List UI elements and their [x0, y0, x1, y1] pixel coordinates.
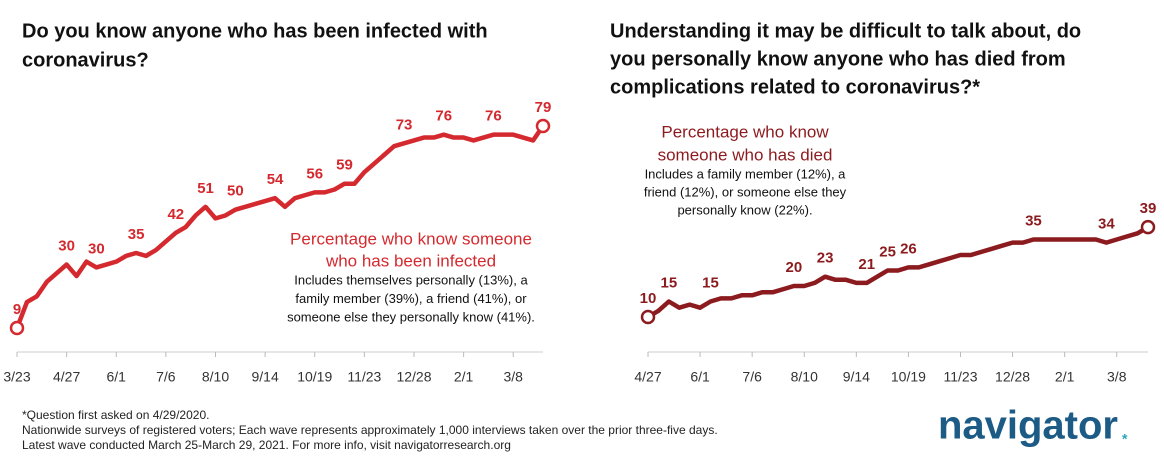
value-label: 51: [197, 180, 214, 197]
value-label: 76: [435, 108, 452, 125]
value-label: 73: [396, 116, 413, 133]
chart-title: Do you know anyone who has been infected…: [22, 20, 488, 42]
value-label: 26: [900, 240, 917, 257]
x-tick-label: 11/23: [347, 369, 381, 385]
value-label: 34: [1098, 216, 1115, 233]
x-tick-label: 4/27: [634, 369, 661, 385]
chart-title: coronavirus?: [22, 49, 149, 71]
x-tick-label: 3/23: [3, 369, 30, 385]
end-point: [535, 118, 551, 134]
value-label: 59: [336, 157, 353, 174]
value-label: 25: [879, 243, 896, 260]
x-tick-label: 3/8: [503, 369, 523, 385]
value-label: 42: [167, 206, 184, 223]
chart-title: Understanding it may be difficult to tal…: [610, 20, 1081, 42]
value-label: 21: [858, 256, 875, 273]
value-label: 79: [535, 99, 552, 116]
annotation-text: Includes themselves personally (13%), a: [294, 272, 528, 287]
value-label: 15: [660, 274, 677, 291]
value-label: 50: [227, 183, 244, 200]
x-tick-label: 2/1: [1055, 369, 1075, 385]
value-label: 35: [128, 226, 145, 243]
annotation-text: family member (39%), a friend (41%), or: [295, 291, 527, 306]
x-tick-label: 3/8: [1107, 369, 1127, 385]
x-tick-label: 4/27: [53, 369, 80, 385]
line: [646, 225, 1150, 319]
annotation-text: friend (12%), or someone else they: [644, 184, 847, 199]
value-label: 54: [267, 171, 284, 188]
logo-mark: *: [1122, 431, 1128, 447]
footnote: Latest wave conducted March 25-March 29,…: [22, 438, 511, 452]
annotation-text: Includes a family member (12%), a: [645, 166, 847, 181]
end-point: [640, 309, 656, 325]
annotation-title: someone who has died: [658, 145, 833, 164]
value-label: 10: [640, 290, 657, 307]
value-label: 15: [702, 274, 719, 291]
end-point: [9, 320, 25, 336]
x-tick-label: 7/6: [156, 369, 176, 385]
x-tick-label: 10/19: [891, 369, 926, 385]
value-label: 30: [58, 238, 75, 255]
x-tick-label: 2/1: [454, 369, 474, 385]
value-label: 30: [88, 240, 105, 257]
x-tick-label: 6/1: [107, 369, 127, 385]
annotation-title: Percentage who know: [661, 122, 829, 141]
line: [14, 124, 545, 329]
annotation-text: someone else they personally know (41%).: [287, 309, 535, 324]
x-tick-label: 7/6: [742, 369, 762, 385]
annotation-title: Percentage who know someone: [290, 229, 532, 248]
x-tick-label: 10/19: [297, 369, 332, 385]
x-tick-label: 9/14: [251, 369, 278, 385]
value-label: 35: [1025, 212, 1042, 229]
x-tick-label: 11/23: [944, 369, 978, 385]
value-label: 39: [1140, 200, 1157, 217]
x-tick-label: 12/28: [396, 369, 431, 385]
x-tick-label: 9/14: [843, 369, 870, 385]
footnote: *Question first asked on 4/29/2020.: [22, 408, 209, 422]
value-label: 76: [485, 108, 502, 125]
chart-title: you personally know anyone who has died …: [610, 48, 1066, 70]
value-label: 23: [817, 250, 834, 267]
annotation-text: personally know (22%).: [677, 202, 812, 217]
end-point: [1140, 219, 1156, 235]
footnote: Nationwide surveys of registered voters;…: [22, 423, 718, 437]
value-label: 9: [13, 301, 21, 318]
value-label: 56: [306, 165, 323, 182]
value-label: 20: [785, 259, 802, 276]
chart-title: complications related to coronavirus?*: [610, 76, 980, 98]
x-tick-label: 8/10: [202, 369, 229, 385]
annotation-title: who has been infected: [325, 251, 496, 270]
x-tick-label: 6/1: [690, 369, 710, 385]
x-tick-label: 12/28: [995, 369, 1030, 385]
logo: navigator: [938, 404, 1118, 448]
x-tick-label: 8/10: [791, 369, 818, 385]
